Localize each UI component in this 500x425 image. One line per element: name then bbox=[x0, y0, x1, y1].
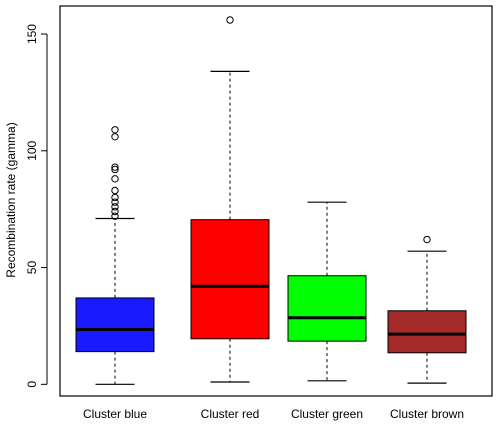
box-0 bbox=[75, 126, 155, 385]
box-body bbox=[190, 219, 270, 340]
plot-frame bbox=[59, 5, 493, 397]
category-label-2: Cluster green bbox=[291, 407, 363, 421]
category-label-1: Cluster red bbox=[201, 407, 260, 421]
category-label-3: Cluster brown bbox=[390, 407, 464, 421]
outlier-point-4 bbox=[111, 193, 119, 202]
y-axis: 0 50 100 150 bbox=[25, 24, 48, 388]
outlier-point-5 bbox=[111, 186, 119, 195]
outlier-point-3 bbox=[111, 198, 119, 206]
box-group bbox=[75, 16, 467, 385]
box-2 bbox=[287, 201, 367, 382]
outlier-point-9 bbox=[111, 133, 119, 141]
outlier-point-0 bbox=[226, 16, 234, 24]
outlier-point-8 bbox=[111, 163, 119, 171]
x-axis-labels: Cluster blue Cluster red Cluster green Clus… bbox=[83, 407, 464, 421]
y-tick-label-1: 50 bbox=[25, 261, 39, 275]
box-body bbox=[75, 297, 155, 353]
outlier-point-1 bbox=[111, 207, 119, 216]
outlier-point-6 bbox=[111, 175, 119, 183]
y-tick-label-3: 150 bbox=[25, 24, 39, 44]
outlier-point-0 bbox=[423, 235, 431, 244]
box-3 bbox=[387, 235, 467, 384]
box-body bbox=[287, 275, 367, 342]
category-label-0: Cluster blue bbox=[83, 407, 147, 421]
outlier-point-7 bbox=[111, 165, 119, 174]
y-tick-label-0: 0 bbox=[25, 381, 39, 388]
box-1 bbox=[190, 16, 270, 383]
outlier-point-2 bbox=[111, 203, 119, 211]
outlier-point-10 bbox=[111, 126, 119, 134]
box-body bbox=[387, 310, 467, 354]
y-axis-label: Recombination rate (gamma) bbox=[4, 122, 18, 277]
outlier-point-0 bbox=[111, 212, 119, 220]
y-tick-label-2: 100 bbox=[25, 140, 39, 160]
